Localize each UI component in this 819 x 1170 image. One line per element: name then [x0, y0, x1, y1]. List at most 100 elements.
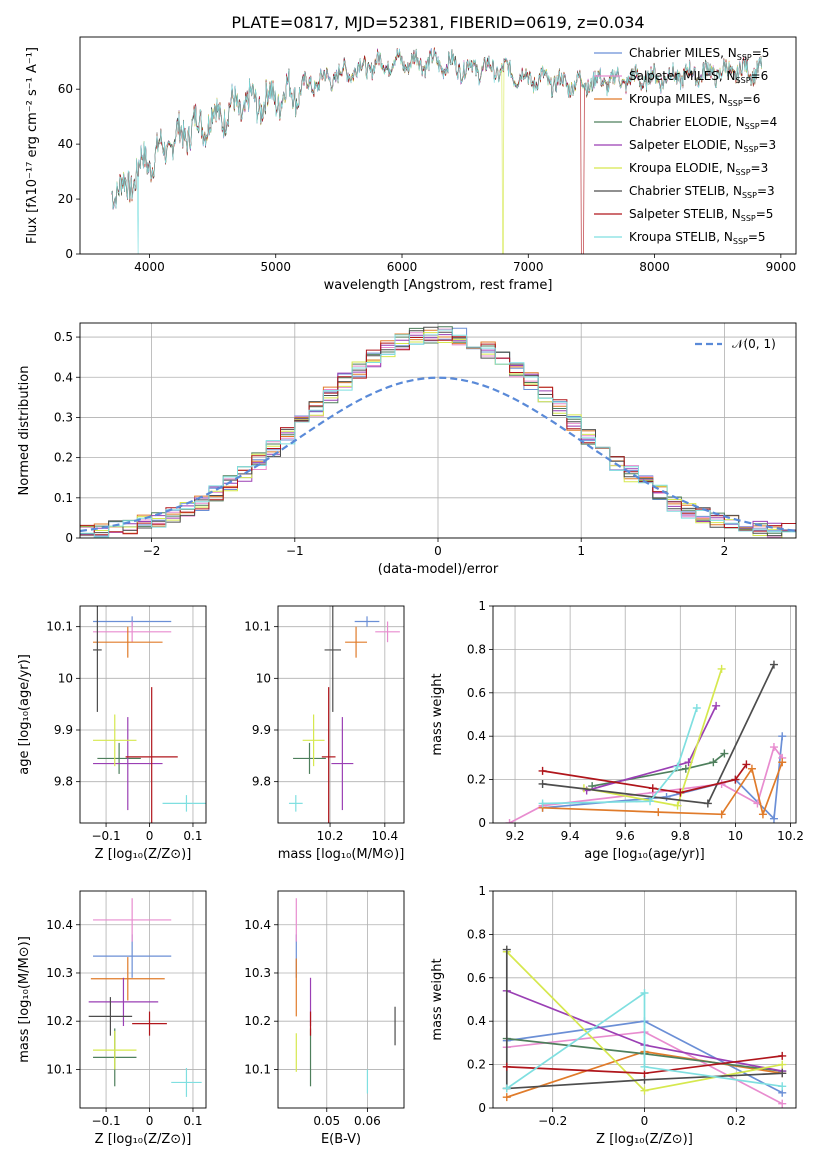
x-axis-label: mass [log₁₀(M/M⊙)] — [278, 847, 405, 862]
x-tick-label: 0 — [641, 1114, 649, 1128]
weight-series-kroupa-stelib — [538, 703, 701, 808]
y-tick-label: 0.4 — [54, 370, 73, 384]
weight-marker — [712, 701, 721, 710]
errorbar-salpeter-elodie — [93, 717, 163, 811]
y-tick-label: 10.1 — [244, 1062, 271, 1076]
weight-marker — [778, 732, 787, 741]
y-tick-label: 0.3 — [54, 410, 73, 424]
spectrum-legend: Chabrier MILES, NSSP=5 Salpeter MILES, NS… — [594, 46, 777, 246]
y-tick-label: 9.9 — [252, 723, 271, 737]
y-tick-label: 0 — [65, 247, 73, 261]
y-tick-label: 10.4 — [244, 918, 271, 932]
legend-entry: Chabrier MILES, NSSP=5 — [629, 46, 769, 62]
weight-marker — [662, 792, 671, 801]
y-axis-label: mass weight — [430, 673, 445, 755]
x-tick-label: 0 — [146, 1114, 154, 1128]
errorbar-kroupa-elodie — [302, 714, 325, 767]
y-tick-label: 0.8 — [467, 927, 486, 941]
weight-marker — [709, 758, 718, 767]
y-tick-label: 10.2 — [46, 1014, 73, 1028]
weight-marker — [778, 758, 787, 767]
weight-marker — [673, 762, 682, 771]
x-axis-label: wavelength [Angstrom, rest frame] — [324, 278, 553, 293]
weight-marker — [640, 988, 649, 997]
plot-area — [493, 606, 796, 823]
weight-marker — [502, 1093, 511, 1102]
weight-marker — [769, 743, 778, 752]
x-tick-label: 0.1 — [183, 829, 202, 843]
x-tick-label: 2 — [721, 544, 729, 558]
plot-area — [278, 891, 404, 1108]
weight-marker — [654, 808, 663, 817]
legend-entry: Kroupa ELODIE, NSSP=3 — [629, 161, 768, 177]
legend-entry: Kroupa MILES, NSSP=6 — [629, 92, 760, 108]
weight-marker — [778, 1099, 787, 1108]
axes-frame — [492, 890, 797, 1109]
histogram-salpeter-stelib — [80, 336, 796, 536]
x-tick-label: 10.2 — [317, 829, 344, 843]
x-axis-label: Z [log₁₀(Z/Z⊙)] — [95, 847, 192, 862]
y-tick-label: 0.1 — [54, 491, 73, 505]
errorbar-chabrier-miles — [354, 616, 380, 627]
y-tick-label: 0.6 — [467, 686, 486, 700]
weight-marker — [646, 797, 655, 806]
y-tick-label: 0 — [478, 1101, 486, 1115]
errorbar-salpeter-stelib — [321, 687, 336, 823]
y-tick-label: 0.8 — [467, 642, 486, 656]
legend-entry: Chabrier STELIB, NSSP=3 — [629, 184, 775, 200]
x-tick-label: 9.4 — [561, 829, 580, 843]
y-tick-label: 10 — [58, 671, 73, 685]
x-axis-label: Z [log₁₀(Z/Z⊙)] — [596, 1132, 693, 1147]
x-tick-label: 1 — [577, 544, 585, 558]
axes-frame — [79, 890, 207, 1109]
weight-marker — [640, 1062, 649, 1071]
x-tick-label: 0.06 — [354, 1114, 381, 1128]
x-tick-label: 0 — [434, 544, 442, 558]
y-tick-label: 40 — [58, 137, 73, 151]
errorbar-chabrier-stelib — [324, 606, 341, 712]
y-tick-label: 0.6 — [467, 971, 486, 985]
x-tick-label: −0.1 — [91, 829, 120, 843]
y-tick-label: 10.3 — [46, 966, 73, 980]
x-tick-label: 9.6 — [616, 829, 635, 843]
x-tick-label: −1 — [286, 544, 304, 558]
weight-marker — [648, 784, 657, 793]
axes-frame — [79, 322, 797, 539]
errorbar-salpeter-miles — [375, 621, 400, 643]
weight-series-chabrier-elodie — [588, 749, 729, 791]
weight-marker — [747, 764, 756, 773]
y-tick-label: 0 — [478, 816, 486, 830]
axes-frame — [277, 605, 405, 824]
errorbar-chabrier-elodie — [97, 742, 141, 774]
x-tick-label: 9.2 — [505, 829, 524, 843]
histogram-kroupa-stelib — [80, 329, 796, 538]
errorbar-chabrier-elodie — [293, 742, 326, 774]
weight-marker — [742, 760, 751, 769]
panel-age-vs-mass: 10.2 10.4 9.8 9.9 10 10.1 mass [log₁₀(M/M⊙)] — [244, 605, 405, 862]
axes-frame — [277, 890, 405, 1109]
x-tick-label: 8000 — [639, 260, 670, 274]
y-tick-label: 0.2 — [54, 451, 73, 465]
errorbar-salpeter-elodie — [331, 717, 354, 811]
y-tick-label: 0.2 — [467, 1058, 486, 1072]
weight-marker — [758, 810, 767, 819]
weight-series-kroupa-miles — [538, 758, 787, 819]
weight-marker — [778, 1082, 787, 1091]
panel-spectrum: 4000 5000 6000 7000 8000 9000 0 20 40 60 wavelengt… — [25, 36, 797, 293]
x-tick-label: 0.05 — [313, 1114, 340, 1128]
x-tick-label: 10.2 — [777, 829, 804, 843]
y-tick-label: 9.8 — [252, 775, 271, 789]
y-tick-label: 10.3 — [244, 966, 271, 980]
errorbar-kroupa-miles — [345, 626, 368, 658]
x-axis-label: age [log₁₀(age/yr)] — [584, 847, 705, 862]
x-tick-label: −0.1 — [91, 1114, 120, 1128]
y-tick-label: 10.1 — [244, 620, 271, 634]
x-tick-label: 10 — [728, 829, 743, 843]
plot-area — [493, 891, 796, 1108]
y-tick-label: 10 — [256, 671, 271, 685]
weight-marker — [717, 664, 726, 673]
weight-marker — [778, 1069, 787, 1078]
x-tick-label: 7000 — [513, 260, 544, 274]
x-axis-label: (data-model)/error — [378, 562, 499, 577]
